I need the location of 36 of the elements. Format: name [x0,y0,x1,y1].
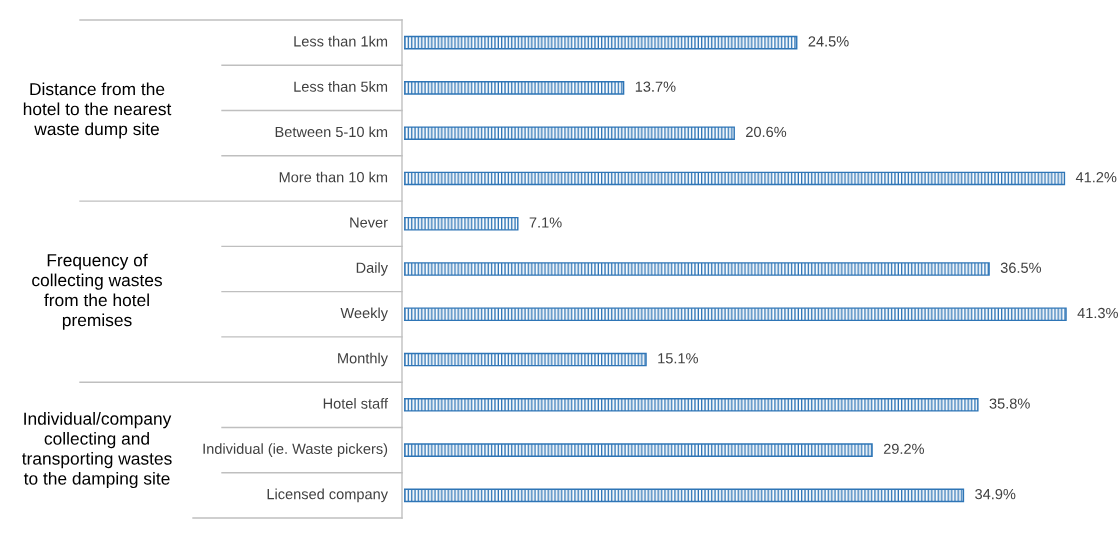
y-tick-label: Never [350,217,388,228]
data-label: 34.9% [975,488,1016,500]
bar [404,307,1067,322]
y-tick-label: More than 10 km [279,171,388,183]
y-tick-label: Less than 1km [294,35,388,47]
data-label: 41.2% [1075,172,1117,183]
data-label: 36.5% [1000,262,1042,273]
data-label: 41.3% [1077,307,1118,319]
y-tick-label: Less than 5km [294,81,388,92]
bar [404,398,979,412]
bar [404,126,735,140]
text: Distance from the hotel to the nearest waste dump site [23,82,172,139]
bar [404,81,625,95]
data-label: 29.2% [883,443,925,455]
y-tick-label: Between 5-10 km [275,126,388,138]
bar [404,262,990,276]
y-tick-label: Weekly [340,307,388,322]
y-tick-label: Individual (ie. Waste pickers) [203,443,388,457]
y-tick-label: Hotel staff [323,398,389,409]
bar [404,352,647,367]
bar [404,443,873,457]
bar [404,216,519,231]
bar [404,35,798,50]
bar [404,488,965,503]
text: Individual/company collecting and transporting wastes to the damping site [22,412,172,489]
bar [404,171,1066,186]
data-label: 15.1% [658,353,698,364]
data-label: 13.7% [635,81,676,92]
y-tick-label: Daily [356,262,388,276]
data-label: 35.8% [989,398,1030,409]
data-label: 24.5% [808,36,849,47]
data-label: 20.6% [746,126,787,138]
data-label: 7.1% [529,217,562,228]
y-tick-label: Monthly [338,352,388,367]
y-tick-label: Licensed company [267,488,388,503]
text: Frequency of collecting wastes from the hotel premises [32,253,162,330]
